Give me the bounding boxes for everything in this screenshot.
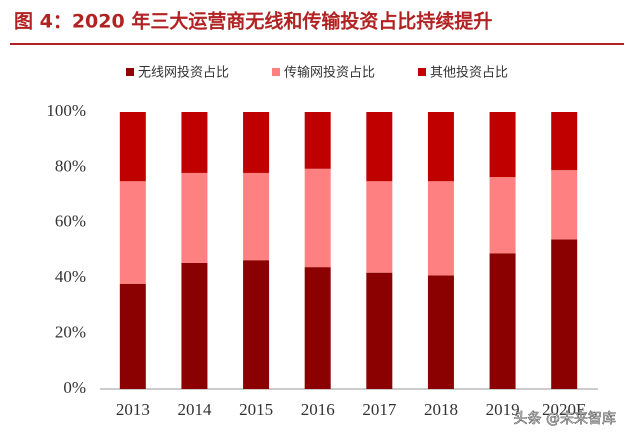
bar-segment [243, 260, 270, 389]
legend-swatch [418, 68, 426, 76]
y-tick-label: 40% [55, 267, 86, 286]
bar-segment [243, 112, 270, 173]
bar-segment [119, 112, 146, 182]
bar-segment [181, 172, 208, 263]
legend-swatch [126, 68, 134, 76]
bar-segment [366, 112, 393, 182]
x-tick-label: 2018 [424, 400, 458, 419]
bar-segment [304, 267, 331, 389]
bar-segment [489, 253, 516, 389]
x-tick-label: 2016 [301, 400, 335, 419]
chart-title: 图 4：2020 年三大运营商无线和传输投资占比持续提升 [14, 10, 492, 33]
legend-label: 传输网投资占比 [284, 65, 375, 81]
x-tick-label: 2017 [362, 400, 397, 419]
bar-segment [551, 170, 578, 240]
bar-segment [366, 181, 393, 273]
y-tick-label: 100% [46, 101, 86, 120]
bar-segment [181, 262, 208, 389]
bar-segment [243, 172, 270, 261]
x-tick-label: 2015 [239, 400, 273, 419]
x-tick-label: 2019 [486, 400, 520, 419]
bar-segment [427, 181, 454, 276]
y-tick-label: 60% [55, 212, 86, 231]
bar-segment [181, 112, 208, 173]
bar-segment [489, 177, 516, 254]
x-tick-label: 2013 [116, 400, 150, 419]
legend-swatch [272, 68, 280, 76]
y-tick-label: 20% [55, 323, 86, 342]
legend-label: 其他投资占比 [430, 65, 508, 81]
y-tick-label: 0% [63, 378, 86, 397]
watermark: 头条 @未来智库 [514, 410, 616, 427]
bar-segment [427, 112, 454, 182]
y-tick-label: 80% [55, 156, 86, 175]
x-tick-label: 2020E [542, 400, 586, 419]
bar-segment [119, 181, 146, 284]
bar-segment [304, 168, 331, 268]
x-tick-label: 2014 [177, 400, 212, 419]
bar-segment [551, 239, 578, 389]
bar-segment [551, 112, 578, 171]
bar-segment [304, 112, 331, 169]
bar-segment [427, 275, 454, 389]
bar-segment [119, 283, 146, 389]
bar-segment [366, 272, 393, 389]
legend-label: 无线网投资占比 [138, 65, 229, 81]
bar-segment [489, 112, 516, 178]
